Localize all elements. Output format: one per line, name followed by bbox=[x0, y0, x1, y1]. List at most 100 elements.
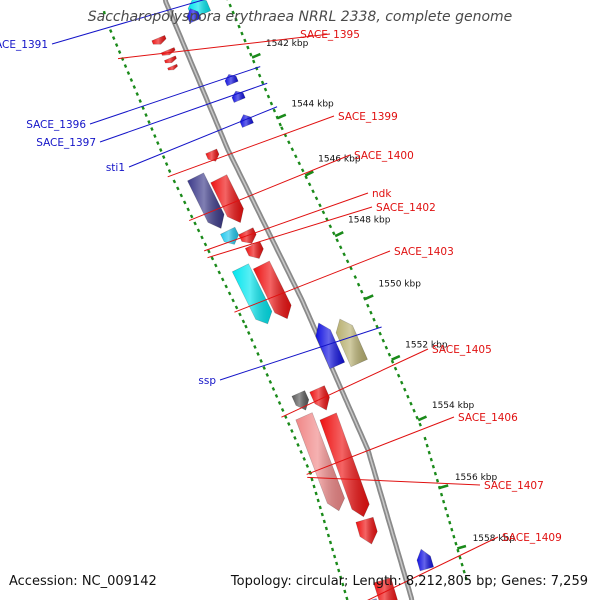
tick-dot-outer bbox=[334, 555, 335, 558]
tick-dot-inner bbox=[441, 493, 442, 496]
tick-dot-outer bbox=[316, 492, 317, 495]
tick-dot-inner bbox=[271, 102, 272, 105]
tick-dot-inner bbox=[241, 32, 242, 35]
tick-dot-outer bbox=[229, 292, 230, 295]
tick-dot-inner bbox=[253, 60, 254, 63]
tick-dot-outer bbox=[254, 346, 255, 349]
tick-dot-outer bbox=[151, 128, 152, 131]
gene-shading bbox=[417, 549, 434, 571]
tick-dot-outer bbox=[125, 65, 126, 68]
tick-dot-inner bbox=[376, 325, 377, 328]
gene-label-sti1[interactable]: sti1 bbox=[106, 162, 125, 174]
tick-dot-outer bbox=[344, 590, 345, 593]
tick-dot-inner bbox=[295, 155, 296, 158]
tick-dot-inner bbox=[280, 123, 281, 126]
tick-dot-outer bbox=[177, 187, 178, 190]
tick-label: 1544 kbp bbox=[291, 99, 334, 109]
tick-dot-inner bbox=[358, 283, 359, 286]
gene-label-ssp[interactable]: ssp bbox=[198, 375, 216, 387]
tick-dot-outer bbox=[304, 458, 305, 461]
tick-dot-inner bbox=[292, 148, 293, 151]
gene-label-SACE_1395[interactable]: SACE_1395 bbox=[300, 29, 360, 41]
tick-dot-inner bbox=[395, 367, 396, 370]
tick-dot-outer bbox=[137, 93, 138, 96]
tick-dot-inner bbox=[373, 318, 374, 321]
tick-dot-outer bbox=[219, 271, 220, 274]
gene-label-SACE_1391[interactable]: SACE_1391 bbox=[0, 39, 48, 51]
tick-dot-outer bbox=[140, 100, 141, 103]
tick-dot-outer bbox=[181, 194, 182, 197]
major-tick bbox=[418, 417, 426, 421]
tick-dot-outer bbox=[163, 156, 164, 159]
gene-label-ndk[interactable]: ndk bbox=[372, 188, 392, 200]
topology-text: Topology: circular; Length: 8,212,805 bp… bbox=[231, 574, 588, 589]
tick-dot-inner bbox=[262, 81, 263, 84]
tick-dot-inner bbox=[347, 260, 348, 263]
tick-dot-outer bbox=[119, 51, 120, 54]
gene-label-SACE_1403[interactable]: SACE_1403 bbox=[394, 246, 454, 258]
tick-dot-outer bbox=[116, 44, 117, 47]
gene-label-SACE_1400[interactable]: SACE_1400 bbox=[354, 150, 414, 162]
gene-label-SACE_1406[interactable]: SACE_1406 bbox=[458, 412, 518, 424]
tick-dot-inner bbox=[343, 253, 344, 256]
tick-dot-inner bbox=[244, 39, 245, 42]
tick-dot-inner bbox=[420, 423, 421, 426]
tick-dot-inner bbox=[250, 53, 251, 56]
tick-dot-outer bbox=[232, 299, 233, 302]
tick-dot-outer bbox=[324, 520, 325, 523]
tick-dot-inner bbox=[445, 507, 446, 510]
tick-dot-outer bbox=[314, 485, 315, 488]
tick-dot-inner bbox=[398, 374, 399, 377]
gene-label-SACE_1402[interactable]: SACE_1402 bbox=[376, 202, 436, 214]
tick-dot-inner bbox=[259, 74, 260, 77]
tick-dot-outer bbox=[270, 381, 271, 384]
tick-dot-outer bbox=[166, 163, 167, 166]
tick-dot-inner bbox=[370, 311, 371, 314]
major-tick bbox=[365, 295, 373, 299]
tick-dot-outer bbox=[198, 229, 199, 232]
tick-label: 1554 kbp bbox=[432, 401, 475, 411]
tick-dot-outer bbox=[187, 208, 188, 211]
tick-dot-outer bbox=[215, 264, 216, 267]
leader-line bbox=[234, 251, 390, 312]
major-tick bbox=[278, 115, 286, 118]
gene-label-SACE_1397[interactable]: SACE_1397 bbox=[36, 137, 96, 149]
leader-line bbox=[168, 116, 334, 177]
page-title: Saccharopolyspora erythraea NRRL 2338, c… bbox=[0, 9, 600, 25]
tick-dot-inner bbox=[389, 353, 390, 356]
tick-dot-inner bbox=[367, 304, 368, 307]
tick-dot-outer bbox=[208, 250, 209, 253]
tick-dot-inner bbox=[386, 346, 387, 349]
gene-label-SACE_1405[interactable]: SACE_1405 bbox=[432, 344, 492, 356]
tick-dot-inner bbox=[451, 528, 452, 531]
tick-dot-inner bbox=[361, 290, 362, 293]
tick-dot-outer bbox=[142, 107, 143, 110]
major-tick bbox=[335, 232, 343, 236]
tick-dot-outer bbox=[245, 325, 246, 328]
tick-dot-outer bbox=[330, 541, 331, 544]
tick-dot-outer bbox=[326, 527, 327, 530]
gene-label-SACE_1399[interactable]: SACE_1399 bbox=[338, 111, 398, 123]
tick-dot-outer bbox=[113, 37, 114, 40]
tick-dot-inner bbox=[333, 232, 334, 235]
tick-dot-inner bbox=[281, 127, 282, 130]
gene-label-SACE_1396[interactable]: SACE_1396 bbox=[26, 119, 86, 131]
tick-dot-inner bbox=[288, 141, 289, 144]
tick-dot-outer bbox=[225, 285, 226, 288]
tick-dot-outer bbox=[201, 236, 202, 239]
gene-label-SACE_1407[interactable]: SACE_1407 bbox=[484, 480, 544, 492]
tick-dot-inner bbox=[407, 395, 408, 398]
tick-dot-outer bbox=[184, 201, 185, 204]
tick-dot-outer bbox=[332, 548, 333, 551]
leader-line bbox=[129, 107, 277, 167]
tick-dot-inner bbox=[437, 479, 438, 482]
tick-dot-inner bbox=[416, 416, 417, 419]
tick-dot-inner bbox=[427, 444, 428, 447]
tick-dot-outer bbox=[336, 562, 337, 565]
gene-label-SACE_1409[interactable]: SACE_1409 bbox=[502, 532, 562, 544]
major-tick bbox=[305, 172, 313, 176]
major-tick bbox=[392, 356, 400, 360]
tick-dot-inner bbox=[460, 556, 461, 559]
